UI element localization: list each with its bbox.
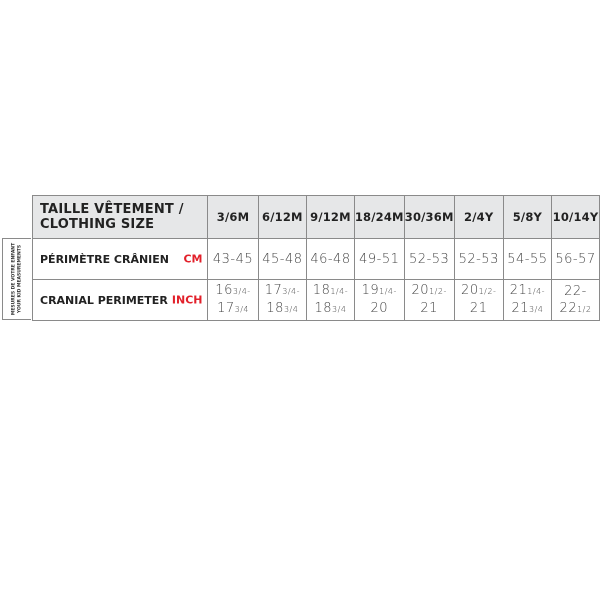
table-row-cm: PÉRIMÈTRE CRÂNIEN CM 43-45 45-48 46-48 49-51… bbox=[31, 238, 600, 280]
size-header: 10/14Y bbox=[551, 195, 600, 239]
inch-fraction: 3/4- bbox=[282, 287, 301, 296]
inch-fraction: 1/4- bbox=[527, 287, 546, 296]
size-chart-table: TAILLE VÊTEMENT / CLOTHING SIZE 3/6M 6/12M… bbox=[31, 195, 600, 321]
size-header: 18/24M bbox=[353, 195, 405, 239]
inch-fraction: 1/2- bbox=[478, 287, 497, 296]
cm-value: 52-53 bbox=[403, 238, 455, 280]
inch-whole: 21 bbox=[469, 301, 488, 316]
side-label-fr: MESURES DE VOTRE ENFANT bbox=[11, 242, 17, 316]
row-label: CRANIAL PERIMETER INCH bbox=[31, 279, 209, 321]
inch-value: 163/4- 173/4 bbox=[207, 279, 259, 321]
inch-whole: 21 bbox=[420, 301, 438, 316]
inch-value: 22-221/2 bbox=[551, 279, 600, 321]
inch-whole: 18 bbox=[314, 301, 333, 316]
inch-whole: 16 bbox=[215, 283, 233, 298]
inch-fraction: 3/4 bbox=[283, 305, 299, 314]
inch-fraction: 3/4- bbox=[232, 287, 251, 296]
inch-whole: 17 bbox=[217, 301, 235, 316]
row-label-text: PÉRIMÈTRE CRÂNIEN bbox=[40, 252, 169, 266]
size-header: 9/12M bbox=[306, 195, 355, 239]
header-label-line1: TAILLE VÊTEMENT / bbox=[40, 202, 184, 217]
size-header: 6/12M bbox=[257, 195, 308, 239]
inch-whole: 17 bbox=[264, 283, 283, 298]
inch-fraction: 3/4 bbox=[529, 305, 544, 314]
header-row: TAILLE VÊTEMENT / CLOTHING SIZE 3/6M 6/12M… bbox=[31, 195, 600, 239]
table-row-inch: CRANIAL PERIMETER INCH 163/4- 173/4 173/4- 1… bbox=[31, 279, 600, 321]
inch-fraction: 1/4- bbox=[330, 287, 349, 296]
side-label-en: YOUR KID MEASUREMENTS bbox=[17, 244, 22, 314]
inch-whole: 20 bbox=[370, 301, 389, 316]
size-header: 5/8Y bbox=[502, 195, 553, 239]
unit-label: CM bbox=[183, 252, 203, 266]
size-header: 30/36M bbox=[403, 195, 455, 239]
header-label: TAILLE VÊTEMENT / CLOTHING SIZE bbox=[31, 195, 209, 239]
size-header: 2/4Y bbox=[453, 195, 504, 239]
cm-value: 49-51 bbox=[353, 238, 405, 280]
cm-value: 45-48 bbox=[257, 238, 308, 280]
cm-value: 56-57 bbox=[551, 238, 600, 280]
inch-whole: 21 bbox=[509, 283, 528, 298]
inch-whole: 22-22 bbox=[559, 283, 587, 316]
row-label: PÉRIMÈTRE CRÂNIEN CM bbox=[31, 238, 209, 280]
inch-fraction: 1/2 bbox=[577, 304, 592, 314]
inch-value: 173/4- 183/4 bbox=[257, 279, 308, 321]
inch-whole: 21 bbox=[511, 301, 529, 316]
inch-value: 181/4- 183/4 bbox=[306, 279, 355, 321]
inch-whole: 18 bbox=[312, 283, 331, 298]
cm-value: 43-45 bbox=[207, 238, 259, 280]
size-header: 3/6M bbox=[207, 195, 259, 239]
cm-value: 54-55 bbox=[502, 238, 553, 280]
inch-whole: 19 bbox=[361, 283, 380, 298]
header-label-line2: CLOTHING SIZE bbox=[40, 217, 155, 232]
inch-whole: 20 bbox=[461, 283, 479, 298]
inch-value: 211/4- 213/4 bbox=[502, 279, 553, 321]
inch-fraction: 3/4 bbox=[332, 305, 347, 314]
inch-whole: 18 bbox=[266, 301, 284, 316]
row-label-text: CRANIAL PERIMETER bbox=[40, 293, 168, 307]
side-label: MESURES DE VOTRE ENFANT YOUR KID MEASUREM… bbox=[2, 238, 31, 320]
inch-value: 201/2- 21 bbox=[453, 279, 504, 321]
cm-value: 46-48 bbox=[306, 238, 355, 280]
inch-fraction: 1/4- bbox=[379, 287, 397, 296]
inch-whole: 20 bbox=[411, 283, 430, 298]
inch-fraction: 3/4 bbox=[234, 305, 249, 314]
cm-value: 52-53 bbox=[453, 238, 504, 280]
inch-fraction: 1/2- bbox=[429, 287, 447, 296]
inch-value: 191/4- 20 bbox=[353, 279, 405, 321]
unit-label: INCH bbox=[171, 293, 203, 307]
inch-value: 201/2- 21 bbox=[403, 279, 455, 321]
